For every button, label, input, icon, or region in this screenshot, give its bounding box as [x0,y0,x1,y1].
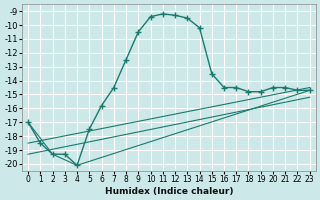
X-axis label: Humidex (Indice chaleur): Humidex (Indice chaleur) [105,187,233,196]
